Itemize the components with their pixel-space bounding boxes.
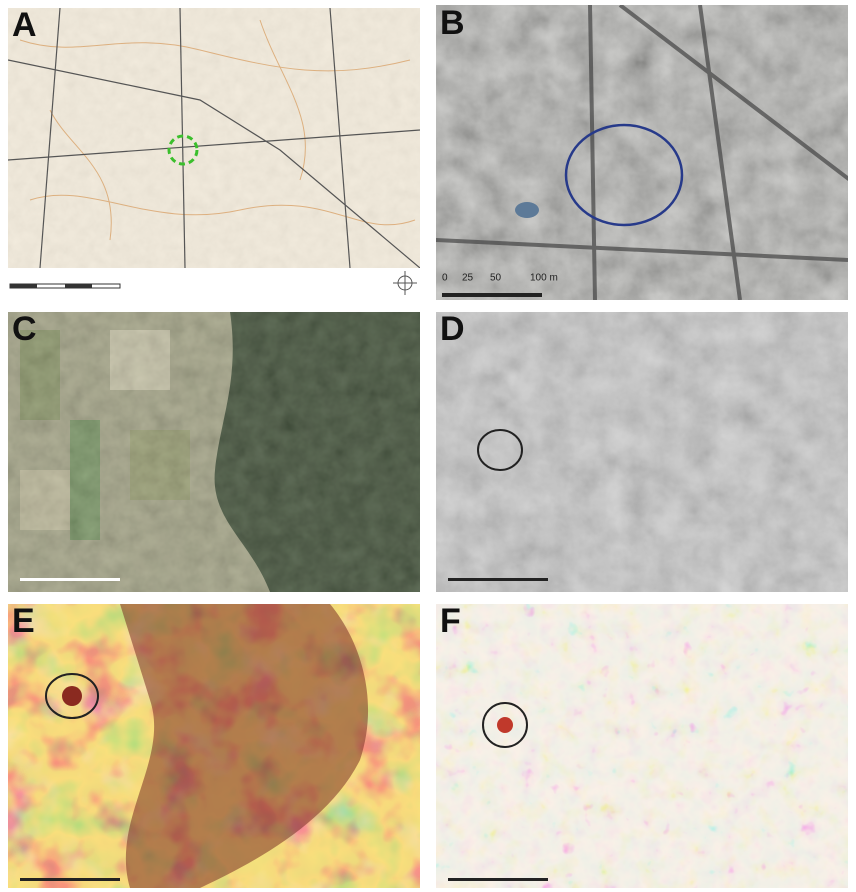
panel-e-map xyxy=(8,604,420,888)
north-arrow-a xyxy=(393,271,417,295)
panel-label: D xyxy=(440,310,465,348)
scale-label: 50 xyxy=(490,273,502,284)
panel-b-map xyxy=(436,5,850,300)
scale-bar-a xyxy=(10,284,120,288)
scale-label: 100 m xyxy=(530,273,558,284)
scale-bar-e xyxy=(20,878,120,881)
scale-label: 0 xyxy=(442,273,448,284)
panel-a-map xyxy=(8,8,420,268)
panel-label: A xyxy=(12,6,37,44)
panel-d-map xyxy=(436,312,848,592)
panel-label: C xyxy=(12,310,37,348)
scale-label: 25 xyxy=(462,273,474,284)
scale-bar-c xyxy=(20,578,120,581)
panel-label: B xyxy=(440,4,465,42)
scale-bar-d xyxy=(448,578,548,581)
scale-bar-f xyxy=(448,878,548,881)
panel-f-map xyxy=(436,604,848,888)
panel-c-map xyxy=(8,312,420,592)
panel-label: F xyxy=(440,602,461,640)
figure: 0 25 50 100 m A B C D E F xyxy=(0,0,856,892)
panel-label: E xyxy=(12,602,35,640)
